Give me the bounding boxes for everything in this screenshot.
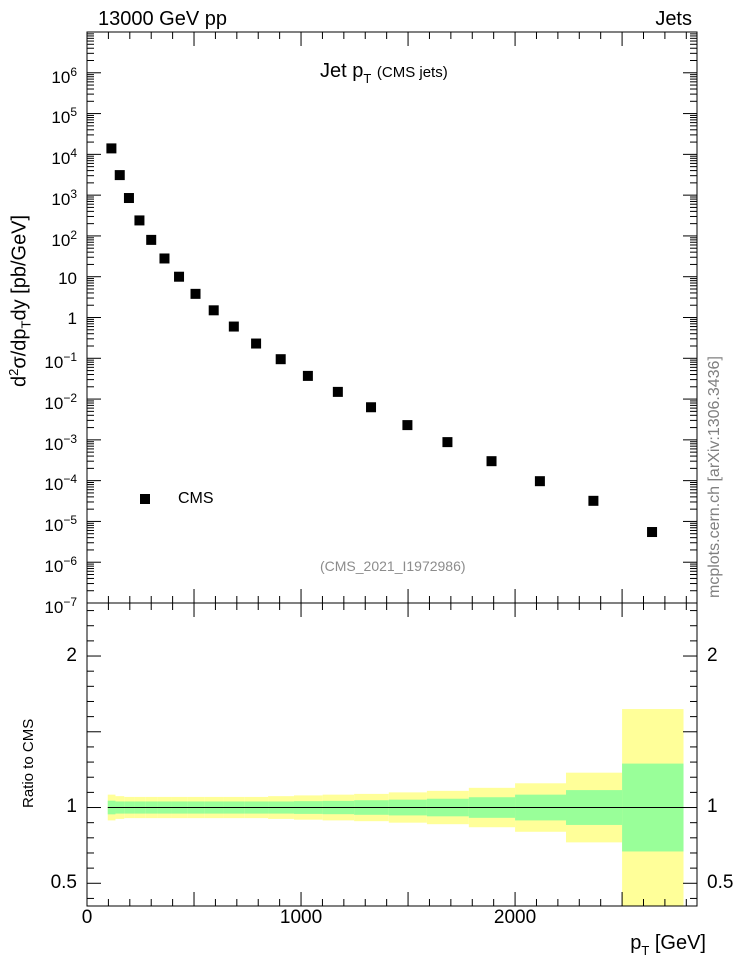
data-point [134,215,145,226]
y-tick-label-top: 10−7 [44,594,77,617]
y-tick-label-top: 10−3 [44,431,77,454]
data-point [228,321,239,332]
header-right: Jets [655,8,692,30]
y-tick-label-bottom: 0.5 [50,871,77,893]
y-tick-label-top: 103 [51,186,77,209]
y-tick-label-top: 10−6 [44,554,77,576]
y-tick-label-bottom: 2 [66,644,77,666]
data-point [174,271,185,282]
y-axis-label-top: d2σ/dpTdy [pb/GeV] [6,215,34,387]
legend-marker [140,494,150,504]
data-point [486,456,497,467]
xlabel-end: [GeV] [649,932,706,954]
y-tick-label-top: 104 [51,146,77,169]
bottom-panel [86,602,698,907]
data-point [114,170,125,181]
data-point [402,420,413,431]
y-tick-label-bottom-right: 0.5 [707,871,734,893]
plot-title-main: Jet p [320,60,364,82]
y-tick-label-top: 105 [51,105,77,128]
top-frame [86,31,698,604]
data-point [442,437,453,448]
data-point [275,354,286,365]
data-point [106,143,117,154]
y-tick-label-bottom-right: 2 [707,644,718,666]
ylabel-mid: σ/dp [8,328,31,369]
legend-label-cms: CMS [178,490,214,507]
y-tick-label-top: 106 [51,64,77,87]
legend-marker-cms [140,494,150,504]
side-label: mcplots.cern.ch [arXiv:1306.3436] [706,356,723,598]
data-point [159,253,170,264]
x-tick-label: 1000 [279,906,323,928]
y-tick-label-top: 1 [67,309,77,329]
data-point [146,234,157,245]
analysis-label: (CMS_2021_I1972986) [320,558,466,574]
data-point [251,338,262,349]
data-point [332,386,343,397]
data-point [366,402,377,413]
y-tick-label-top: 10−1 [44,350,77,373]
ylabel-end: dy [pb/GeV] [8,214,31,321]
ylabel-d: d [8,375,31,387]
y-tick-label-top: 10−2 [44,390,77,413]
x-axis-ticks-bottom [86,603,687,906]
ylabel-sub: T [18,320,34,329]
x-axis-label: pT [GeV] [630,932,706,958]
data-point [588,495,599,506]
y-tick-label-top: 10 [58,268,77,288]
y-tick-label-top: 102 [51,227,77,250]
x-tick-label: 2000 [493,906,537,928]
plot-title-sub: T [363,71,372,86]
y-tick-label-top: 10−4 [44,472,77,495]
data-point [190,288,201,299]
top-panel [86,31,698,604]
data-point [534,476,545,487]
data-markers [106,143,658,538]
y-tick-label-bottom: 1 [66,796,77,818]
plot-title-extra: (CMS jets) [376,64,448,81]
data-point [302,370,313,381]
plot-title: Jet pT (CMS jets) [320,60,448,86]
header-left: 13000 GeV pp [98,8,227,30]
y-axis-ticks-bottom [87,610,697,899]
bottom-frame [86,602,698,907]
data-point [208,305,219,316]
data-point [647,527,658,538]
y-tick-label-top: 10−5 [44,513,77,536]
y-axis-ticks-top [87,31,697,604]
y-tick-label-bottom-right: 1 [707,796,718,818]
xlabel-sub: T [641,943,650,958]
xlabel-main: p [630,932,642,954]
x-tick-label: 0 [81,906,93,928]
x-axis-ticks-top [86,32,687,603]
y-axis-label-bottom: Ratio to CMS [20,718,37,808]
data-point [123,193,134,204]
ylabel-sup: 2 [6,368,21,376]
